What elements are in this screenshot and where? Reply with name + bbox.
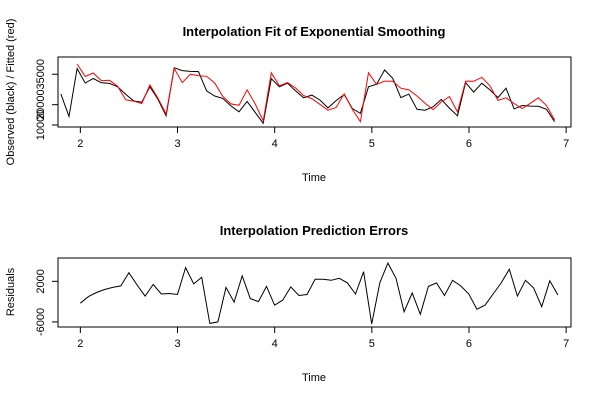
fit-chart-y-label: Observed (black) / Fitted (red): [5, 19, 17, 166]
fit-chart-series-line-1: [76, 63, 556, 124]
residual-chart-x-tick-label: 7: [563, 338, 569, 350]
residual-chart-title: Interpolation Prediction Errors: [220, 223, 409, 238]
residual-chart-y-axis: -6000 2000: [35, 269, 58, 336]
fit-chart: Interpolation Fit of Exponential Smoothi…: [5, 19, 572, 184]
residual-chart-y-tick-label: 2000: [35, 269, 47, 293]
residual-chart-y-label: Residuals: [5, 267, 17, 316]
residual-chart-y-tick-label: -6000: [35, 308, 47, 336]
fit-chart-title: Interpolation Fit of Exponential Smoothi…: [183, 24, 446, 39]
residual-chart-series-line-0: [79, 261, 559, 325]
residual-chart-plot-frame: [57, 257, 572, 328]
fit-chart-x-label: Time: [302, 172, 326, 184]
fit-chart-x-tick-label: 5: [369, 138, 375, 150]
residual-chart-x-tick-label: 6: [466, 338, 472, 350]
residual-chart-series: [79, 261, 559, 325]
residual-chart-x-tick-label: 5: [369, 338, 375, 350]
fit-chart-y-tick-label: 35000: [35, 59, 47, 90]
fit-chart-x-tick-label: 3: [174, 138, 180, 150]
fit-chart-y-tick-label: 10000: [35, 110, 47, 141]
residual-chart-x-tick-label: 2: [77, 338, 83, 350]
fit-chart-x-axis: 2 3 4 5 6 7: [77, 127, 569, 150]
residual-chart-x-tick-label: 3: [174, 338, 180, 350]
residual-chart-x-tick-label: 4: [272, 338, 278, 350]
residual-chart-x-axis: 2 3 4 5 6 7: [77, 327, 569, 350]
residual-chart-x-label: Time: [302, 372, 326, 384]
fit-chart-plot-frame: [57, 56, 572, 128]
residual-chart: Interpolation Prediction Errors 2 3 4 5 6 7 -…: [5, 223, 572, 384]
fit-chart-y-tick-label: 20000: [35, 89, 47, 120]
fit-chart-x-tick-label: 2: [77, 138, 83, 150]
fit-chart-series: [60, 63, 556, 125]
fit-chart-x-tick-label: 7: [563, 138, 569, 150]
fit-chart-series-line-0: [60, 67, 556, 125]
fit-chart-x-tick-label: 4: [272, 138, 278, 150]
fit-chart-x-tick-label: 6: [466, 138, 472, 150]
